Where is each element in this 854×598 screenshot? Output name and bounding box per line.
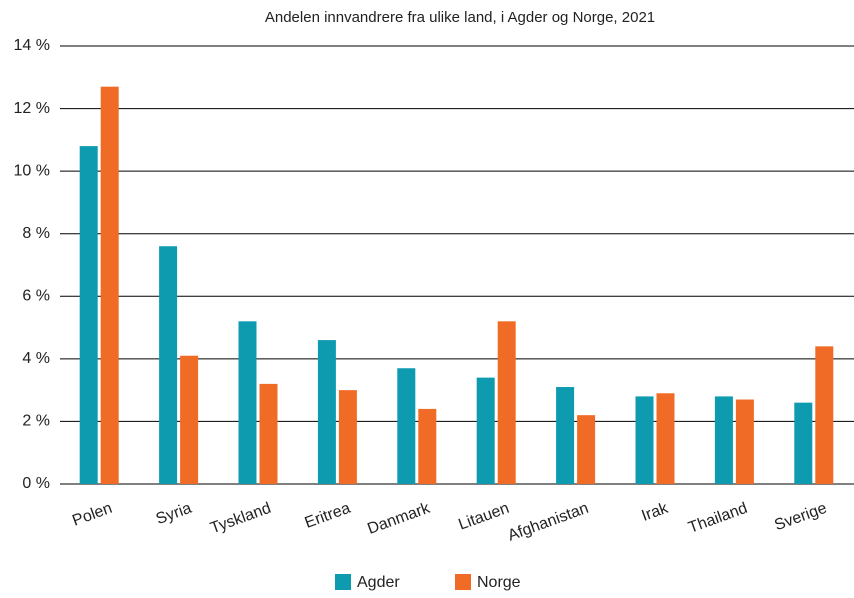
x-tick-label: Syria	[154, 500, 194, 528]
bar	[317, 340, 336, 484]
x-tick-label: Sverige	[772, 500, 829, 535]
bar	[79, 146, 98, 484]
bar	[418, 408, 437, 484]
x-tick-label: Danmark	[365, 499, 433, 538]
x-tick-label: Tyskland	[208, 500, 273, 538]
legend-swatch	[335, 574, 351, 590]
bar	[180, 355, 199, 484]
bar	[259, 383, 278, 484]
bar	[100, 86, 119, 485]
legend-label: Norge	[477, 574, 521, 591]
legend-label: Agder	[357, 574, 400, 591]
bar	[794, 402, 813, 484]
y-tick-label: 2 %	[22, 413, 50, 430]
bar	[735, 399, 754, 484]
y-tick-label: 10 %	[14, 162, 50, 179]
y-tick-label: 4 %	[22, 350, 50, 367]
x-tick-label: Afghanistan	[506, 500, 591, 545]
bar	[714, 396, 733, 484]
bar	[476, 377, 495, 484]
bar	[815, 346, 834, 484]
bar	[238, 321, 257, 484]
bar	[556, 387, 575, 484]
bar	[497, 321, 516, 484]
bar	[159, 246, 178, 484]
x-tick-label: Irak	[639, 499, 671, 524]
x-tick-label: Eritrea	[303, 500, 353, 532]
x-tick-label: Polen	[70, 500, 114, 530]
x-tick-label: Litauen	[456, 500, 511, 534]
bar	[338, 390, 357, 484]
bar	[577, 415, 596, 484]
y-tick-label: 12 %	[14, 100, 50, 117]
x-tick-label: Thailand	[686, 500, 749, 537]
y-tick-label: 0 %	[22, 475, 50, 492]
y-tick-label: 6 %	[22, 288, 50, 305]
bar	[635, 396, 654, 484]
bar	[656, 393, 675, 484]
legend-swatch	[455, 574, 471, 590]
y-tick-label: 8 %	[22, 225, 50, 242]
chart-title: Andelen innvandrere fra ulike land, i Ag…	[265, 9, 655, 26]
bar	[397, 368, 416, 484]
y-tick-label: 14 %	[14, 37, 50, 54]
